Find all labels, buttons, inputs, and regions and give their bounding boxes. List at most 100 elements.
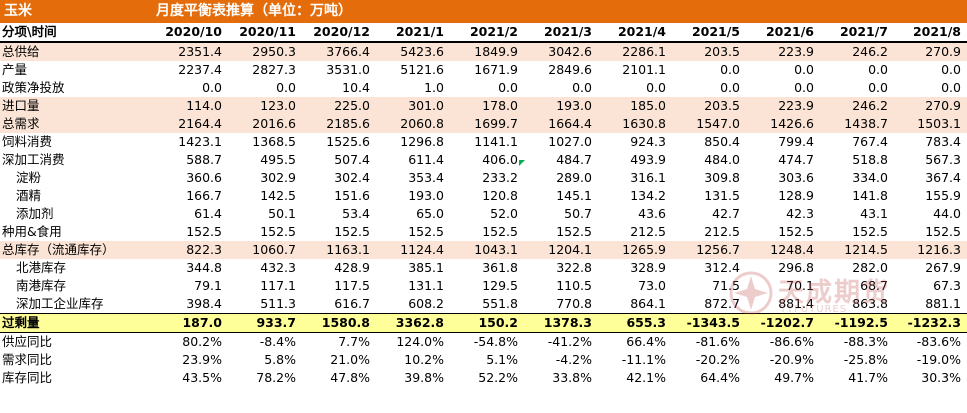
table-cell[interactable]: 933.7 (228, 313, 302, 333)
table-cell[interactable]: 344.8 (186, 260, 222, 275)
table-cell[interactable]: 203.5 (672, 42, 746, 61)
table-cell[interactable]: 2849.6 (548, 62, 592, 77)
row-label[interactable]: 南港库存 (16, 278, 67, 293)
table-cell[interactable]: 850.4 (704, 134, 740, 149)
table-cell[interactable]: 66.4% (626, 334, 666, 349)
table-cell[interactable]: 361.8 (482, 260, 518, 275)
table-cell[interactable]: 131.1 (408, 278, 444, 293)
table-cell[interactable]: 166.7 (186, 188, 222, 203)
table-cell[interactable]: 152.5 (556, 224, 592, 239)
table-cell[interactable]: 225.0 (302, 97, 376, 115)
table-cell[interactable]: 42.1% (626, 370, 666, 385)
header-period[interactable]: 2021/6 (746, 23, 820, 43)
table-cell[interactable]: 611.4 (408, 152, 444, 167)
table-cell[interactable]: 10.4 (342, 80, 370, 95)
table-cell[interactable]: 61.4 (194, 206, 222, 221)
table-cell[interactable]: -1192.5 (820, 313, 894, 333)
table-cell[interactable]: -1202.7 (746, 313, 820, 333)
table-cell[interactable]: 0.0 (868, 80, 888, 95)
header-period[interactable]: 2020/12 (302, 23, 376, 43)
header-corner[interactable]: 分项\时间 (0, 23, 156, 43)
table-cell[interactable]: 44.0 (933, 206, 961, 221)
row-label[interactable]: 深加工企业库存 (16, 296, 104, 311)
table-cell[interactable]: 0.0 (794, 80, 814, 95)
table-cell[interactable]: 398.4 (186, 296, 222, 311)
table-cell[interactable]: 0.0 (941, 80, 961, 95)
table-cell[interactable]: 309.8 (704, 170, 740, 185)
table-cell[interactable]: 767.4 (852, 134, 888, 149)
table-cell[interactable]: 551.8 (482, 296, 518, 311)
row-label[interactable]: 总需求 (0, 115, 156, 133)
row-label[interactable]: 酒精 (16, 188, 42, 203)
table-cell[interactable]: 1265.9 (598, 241, 672, 259)
table-cell[interactable]: 406.0 (482, 152, 518, 167)
row-label[interactable]: 种用&食用 (2, 224, 62, 239)
row-label[interactable]: 饲料消费 (2, 134, 53, 149)
table-cell[interactable]: 2101.1 (622, 62, 666, 77)
table-cell[interactable]: 43.6 (638, 206, 666, 221)
table-cell[interactable]: 151.6 (334, 188, 370, 203)
table-cell[interactable]: 2286.1 (598, 42, 672, 61)
table-cell[interactable]: -1232.3 (894, 313, 967, 333)
table-cell[interactable]: 128.9 (778, 188, 814, 203)
table-cell[interactable]: 185.0 (598, 97, 672, 115)
table-cell[interactable]: 1438.7 (820, 115, 894, 133)
table-cell[interactable]: -20.2% (695, 352, 740, 367)
table-cell[interactable]: 616.7 (334, 296, 370, 311)
table-cell[interactable]: 484.7 (556, 152, 592, 167)
table-cell[interactable]: 223.9 (746, 42, 820, 61)
table-cell[interactable]: 289.0 (556, 170, 592, 185)
table-cell[interactable]: 770.8 (556, 296, 592, 311)
header-period[interactable]: 2021/3 (524, 23, 598, 43)
table-cell[interactable]: 1.0 (424, 80, 444, 95)
table-cell[interactable]: 67.3 (933, 278, 961, 293)
table-cell[interactable]: 42.7 (712, 206, 740, 221)
table-cell[interactable]: 21.0% (330, 352, 370, 367)
table-cell[interactable]: 70.1 (786, 278, 814, 293)
table-cell[interactable]: 367.4 (925, 170, 961, 185)
table-cell[interactable]: 1163.1 (302, 241, 376, 259)
table-cell[interactable]: 33.8% (552, 370, 592, 385)
table-cell[interactable]: 39.8% (404, 370, 444, 385)
table-cell[interactable]: 312.4 (704, 260, 740, 275)
table-cell[interactable]: 0.0 (720, 62, 740, 77)
table-cell[interactable]: 0.0 (572, 80, 592, 95)
table-cell[interactable]: 42.3 (786, 206, 814, 221)
header-period[interactable]: 2021/2 (450, 23, 524, 43)
table-cell[interactable]: 316.1 (630, 170, 666, 185)
table-cell[interactable]: 2060.8 (376, 115, 450, 133)
table-cell[interactable]: 328.9 (630, 260, 666, 275)
row-label[interactable]: 产量 (2, 62, 28, 77)
table-cell[interactable]: -54.8% (473, 334, 518, 349)
table-cell[interactable]: 495.5 (260, 152, 296, 167)
table-cell[interactable]: 2827.3 (252, 62, 296, 77)
table-cell[interactable]: 822.3 (156, 241, 228, 259)
table-cell[interactable]: 80.2% (182, 334, 222, 349)
table-cell[interactable]: 270.9 (894, 42, 967, 61)
table-cell[interactable]: 49.7% (774, 370, 814, 385)
table-cell[interactable]: 474.7 (778, 152, 814, 167)
row-label[interactable]: 库存同比 (2, 370, 53, 385)
table-cell[interactable]: 1699.7 (450, 115, 524, 133)
table-cell[interactable]: 53.4 (342, 206, 370, 221)
table-cell[interactable]: 302.4 (334, 170, 370, 185)
row-label[interactable]: 进口量 (0, 97, 156, 115)
table-cell[interactable]: 64.4% (700, 370, 740, 385)
table-cell[interactable]: 79.1 (194, 278, 222, 293)
table-cell[interactable]: 52.0 (490, 206, 518, 221)
table-cell[interactable]: 7.7% (338, 334, 370, 349)
table-cell[interactable]: 1060.7 (228, 241, 302, 259)
table-cell[interactable]: 1630.8 (598, 115, 672, 133)
table-cell[interactable]: 43.5% (182, 370, 222, 385)
table-cell[interactable]: 484.0 (704, 152, 740, 167)
table-cell[interactable]: 152.5 (482, 224, 518, 239)
table-cell[interactable]: -83.6% (916, 334, 961, 349)
table-cell[interactable]: 511.3 (260, 296, 296, 311)
table-cell[interactable]: 50.7 (564, 206, 592, 221)
table-cell[interactable]: 432.3 (260, 260, 296, 275)
table-cell[interactable]: 50.1 (268, 206, 296, 221)
table-cell[interactable]: 3531.0 (326, 62, 370, 77)
table-cell[interactable]: -86.6% (769, 334, 814, 349)
table-cell[interactable]: 150.2 (450, 313, 524, 333)
table-cell[interactable]: 152.5 (778, 224, 814, 239)
